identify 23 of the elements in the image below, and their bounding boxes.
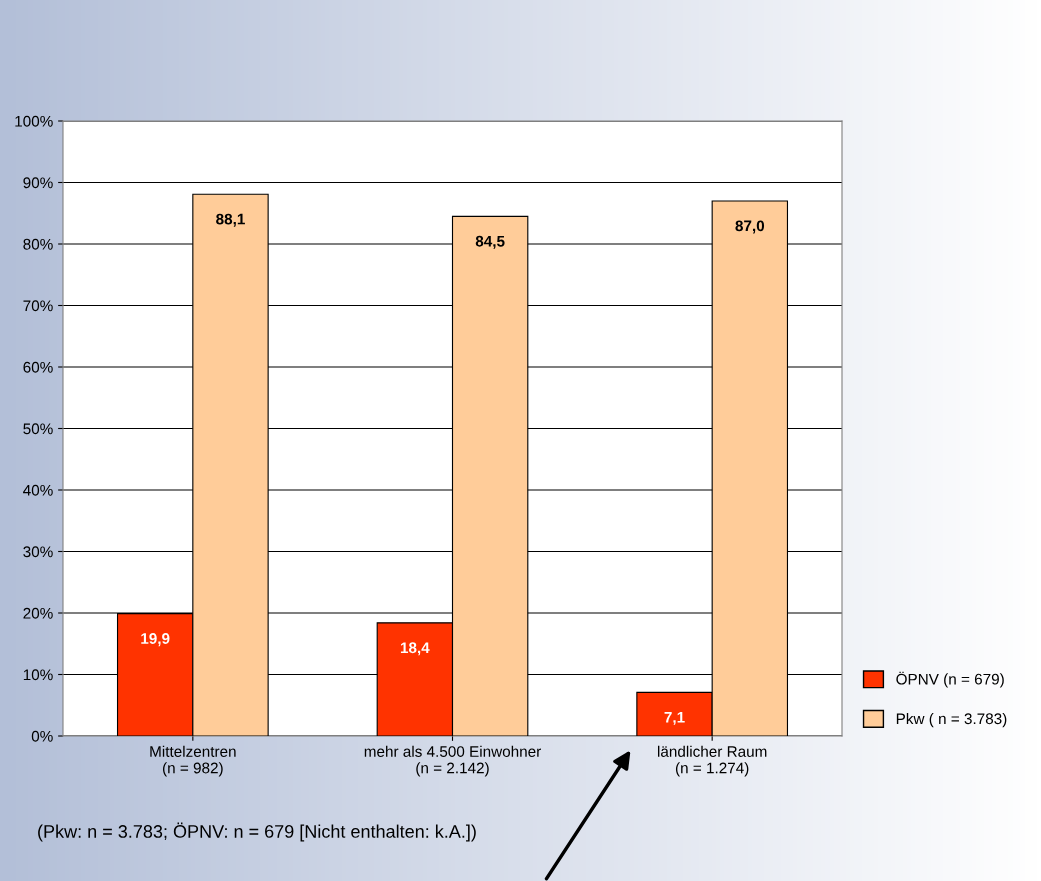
data-label: 7,1 bbox=[664, 711, 685, 725]
y-tick-label: 90% bbox=[23, 177, 53, 189]
y-tick-label: 50% bbox=[23, 423, 53, 435]
y-tick-label: 100% bbox=[15, 115, 53, 127]
y-tick-label: 40% bbox=[23, 484, 53, 496]
y-tick-label: 20% bbox=[23, 607, 53, 619]
data-label: 88,1 bbox=[216, 213, 245, 227]
x-tick-label: mehr als 4.500 Einwohner (n = 2.142) bbox=[364, 745, 541, 777]
y-tick-label: 80% bbox=[23, 238, 53, 250]
data-label: 84,5 bbox=[475, 235, 505, 249]
data-label: 18,4 bbox=[400, 642, 430, 656]
y-tick-label: 30% bbox=[23, 546, 53, 558]
y-tick-label: 0% bbox=[31, 730, 53, 742]
x-tick-label: Mittelzentren (n = 982) bbox=[150, 745, 236, 777]
data-label: 87,0 bbox=[735, 220, 765, 234]
y-tick-label: 60% bbox=[23, 361, 53, 373]
data-label: 19,9 bbox=[141, 633, 170, 647]
y-tick-label: 10% bbox=[23, 669, 53, 681]
x-tick-label: ländlicher Raum (n = 1.274) bbox=[658, 745, 767, 777]
y-tick-label: 70% bbox=[23, 300, 53, 312]
text: (Pkw: n = 3.783; ÖPNV: n = 679 [Nicht enthalten: k.A.]) bbox=[38, 822, 476, 842]
legend-label: Pkw ( n = 3.783) bbox=[896, 712, 1007, 728]
legend-label: ÖPNV (n = 679) bbox=[896, 671, 1004, 688]
